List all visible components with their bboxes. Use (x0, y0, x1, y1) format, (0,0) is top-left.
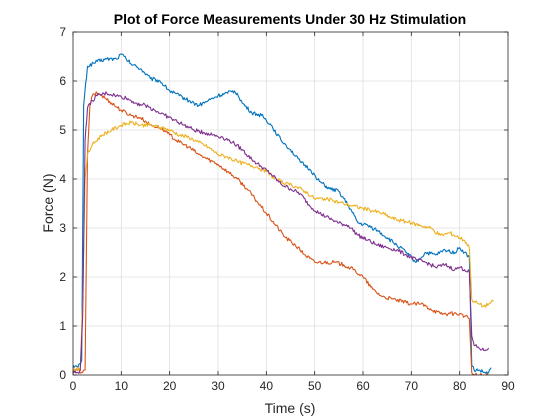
y-axis-label: Force (N) (40, 173, 56, 232)
x-tick-label: 0 (70, 379, 77, 393)
x-tick-label: 10 (115, 379, 129, 393)
y-tick-label: 6 (59, 74, 66, 88)
x-tick-label: 70 (405, 379, 419, 393)
y-tick-label: 1 (59, 319, 66, 333)
y-tick-label: 0 (59, 368, 66, 382)
ticks: 0 10 20 30 40 50 60 70 80 90 0 1 2 3 4 5 6 7 (59, 25, 515, 393)
plot-area (73, 32, 508, 375)
x-axis-label: Time (s) (265, 400, 316, 416)
y-tick-label: 7 (59, 25, 66, 39)
y-tick-label: 5 (59, 123, 66, 137)
x-tick-label: 30 (211, 379, 225, 393)
x-tick-label: 50 (308, 379, 322, 393)
series-line-4 (73, 91, 490, 374)
y-tick-label: 4 (59, 172, 66, 186)
series-line-2 (73, 91, 489, 375)
x-tick-label: 90 (501, 379, 515, 393)
series-layer (73, 53, 494, 375)
x-tick-label: 20 (163, 379, 177, 393)
chart-title: Plot of Force Measurements Under 30 Hz S… (114, 11, 466, 27)
x-tick-label: 40 (260, 379, 274, 393)
y-tick-label: 3 (59, 221, 66, 235)
x-tick-label: 80 (453, 379, 467, 393)
y-tick-label: 2 (59, 270, 66, 284)
x-tick-label: 60 (356, 379, 370, 393)
grid-lines (73, 32, 508, 375)
axes-box (72, 31, 509, 376)
series-line-1 (73, 53, 492, 374)
series-line-3 (73, 120, 494, 372)
